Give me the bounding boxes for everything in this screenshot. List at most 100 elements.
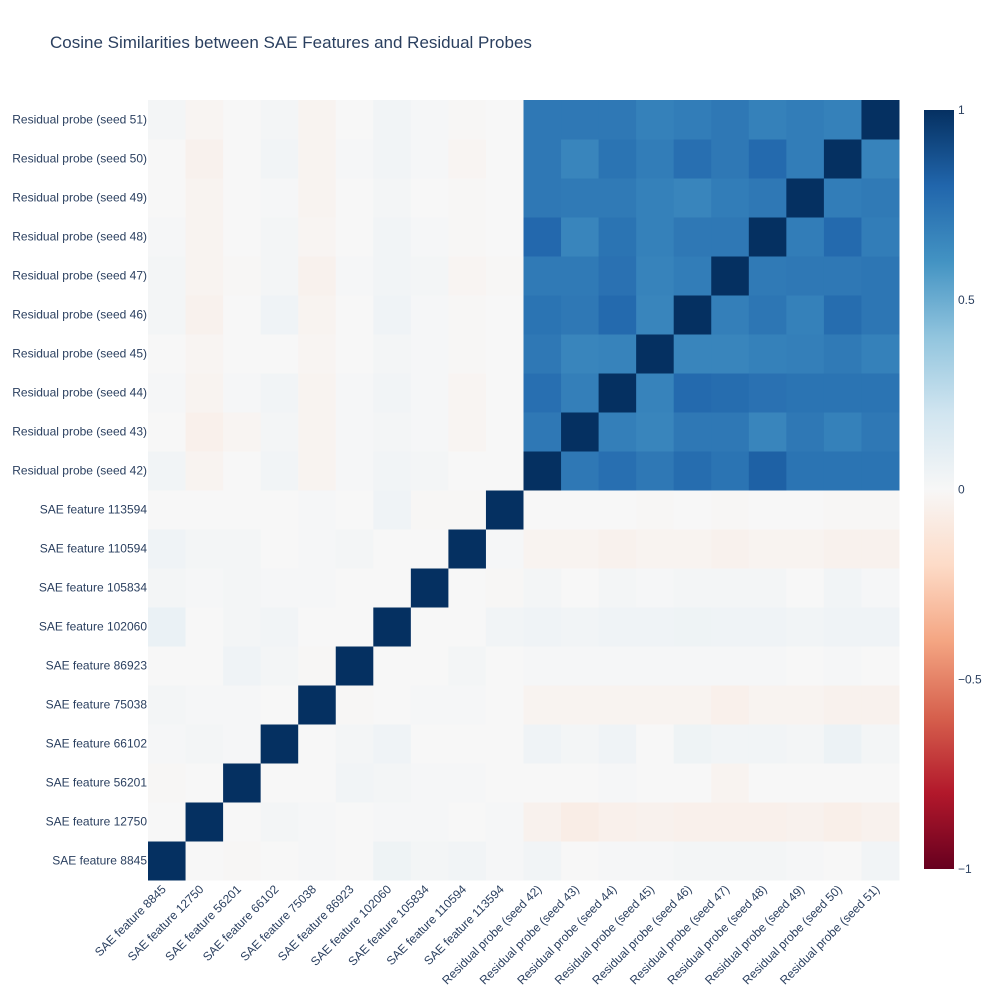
heatmap-cell — [448, 490, 487, 530]
heatmap-cell — [598, 217, 637, 257]
heatmap-cell — [373, 802, 412, 842]
heatmap-cell — [673, 607, 712, 647]
heatmap-cell — [223, 178, 262, 218]
heatmap-cell — [711, 802, 750, 842]
heatmap-cell — [673, 841, 712, 881]
heatmap-cell — [223, 568, 262, 608]
heatmap-cell — [636, 295, 675, 335]
heatmap-cell — [523, 295, 562, 335]
heatmap-cell — [298, 724, 337, 764]
heatmap-cell — [561, 178, 600, 218]
heatmap-cell — [335, 412, 374, 452]
colorbar-tick-label: 0 — [958, 483, 965, 497]
heatmap-cell — [485, 295, 524, 335]
heatmap-cell — [410, 529, 449, 569]
heatmap-cell — [523, 100, 562, 140]
heatmap-cell — [861, 412, 900, 452]
heatmap-cell — [185, 568, 224, 608]
heatmap-cell — [335, 451, 374, 491]
heatmap-cell — [223, 763, 262, 803]
heatmap-cell — [711, 568, 750, 608]
heatmap-cell — [148, 295, 187, 335]
heatmap-cell — [748, 685, 787, 725]
heatmap-cell — [636, 139, 675, 179]
heatmap-cell — [448, 568, 487, 608]
heatmap-cell — [786, 568, 825, 608]
heatmap-cell — [861, 724, 900, 764]
y-tick-label: SAE feature 66102 — [46, 737, 148, 751]
heatmap-cell — [485, 100, 524, 140]
heatmap-cell — [523, 412, 562, 452]
heatmap-cell — [748, 841, 787, 881]
heatmap-cell — [298, 607, 337, 647]
heatmap-cell — [185, 100, 224, 140]
heatmap-cell — [523, 724, 562, 764]
heatmap-cell — [373, 568, 412, 608]
heatmap-cell — [335, 490, 374, 530]
heatmap-cell — [410, 334, 449, 374]
y-tick-label: Residual probe (seed 46) — [12, 308, 147, 322]
heatmap-cell — [861, 334, 900, 374]
heatmap-cell — [373, 412, 412, 452]
heatmap-cell — [148, 256, 187, 296]
heatmap-cell — [823, 802, 862, 842]
heatmap-cell — [711, 451, 750, 491]
heatmap-cell — [711, 295, 750, 335]
heatmap-cell — [786, 646, 825, 686]
heatmap-cell — [786, 256, 825, 296]
heatmap-cell — [260, 529, 299, 569]
heatmap-cell — [748, 568, 787, 608]
heatmap-cell — [636, 724, 675, 764]
heatmap-cell — [523, 256, 562, 296]
heatmap-cell — [598, 685, 637, 725]
heatmap-cell — [298, 529, 337, 569]
heatmap-cell — [523, 685, 562, 725]
heatmap-cell — [485, 802, 524, 842]
heatmap-cell — [223, 412, 262, 452]
heatmap-cell — [373, 373, 412, 413]
heatmap-cell — [823, 646, 862, 686]
heatmap-cell — [636, 646, 675, 686]
heatmap-cell — [335, 334, 374, 374]
heatmap-cell — [335, 763, 374, 803]
y-axis-tick-labels: SAE feature 8845 SAE feature 12750 SAE fea… — [12, 113, 147, 868]
heatmap-cell — [523, 607, 562, 647]
heatmap-cell — [598, 139, 637, 179]
heatmap-cell — [711, 529, 750, 569]
heatmap-cell — [823, 334, 862, 374]
heatmap-cell — [260, 490, 299, 530]
heatmap-cell — [148, 802, 187, 842]
heatmap-cell — [861, 139, 900, 179]
heatmap-cell — [636, 685, 675, 725]
heatmap-cell — [448, 841, 487, 881]
heatmap-cell — [223, 529, 262, 569]
heatmap-cell — [448, 139, 487, 179]
heatmap-cell — [448, 451, 487, 491]
y-tick-label: Residual probe (seed 47) — [12, 269, 147, 283]
heatmap-cell — [223, 607, 262, 647]
heatmap-cell — [861, 529, 900, 569]
y-tick-label: SAE feature 110594 — [40, 542, 148, 556]
heatmap-cell — [711, 217, 750, 257]
heatmap-cell — [673, 217, 712, 257]
heatmap-cell — [523, 646, 562, 686]
heatmap-cell — [185, 685, 224, 725]
heatmap-cell — [561, 568, 600, 608]
heatmap-cell — [561, 334, 600, 374]
heatmap-cell — [410, 373, 449, 413]
heatmap-cell — [448, 295, 487, 335]
heatmap-cell — [260, 763, 299, 803]
heatmap-cell — [223, 724, 262, 764]
heatmap-cell — [448, 178, 487, 218]
heatmap-cell — [786, 607, 825, 647]
heatmap-cell — [673, 451, 712, 491]
heatmap-cell — [223, 100, 262, 140]
heatmap-cell — [448, 763, 487, 803]
heatmap-cell — [260, 841, 299, 881]
heatmap-cell — [523, 763, 562, 803]
heatmap-cell — [373, 256, 412, 296]
heatmap-cell — [335, 178, 374, 218]
heatmap-cell — [786, 373, 825, 413]
heatmap-cell — [861, 802, 900, 842]
